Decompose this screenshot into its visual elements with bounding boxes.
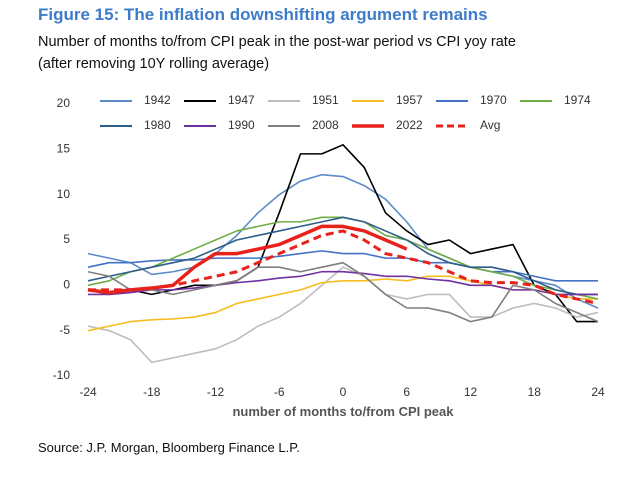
legend-label: 1947 — [228, 93, 255, 107]
legend-label: 1957 — [396, 93, 423, 107]
x-tick-label: 6 — [403, 385, 410, 399]
legend-label: 1942 — [144, 93, 171, 107]
legend-label: 1980 — [144, 118, 171, 132]
x-tick-label: 0 — [340, 385, 347, 399]
legend-label: Avg — [480, 118, 500, 132]
y-tick-label: -10 — [53, 368, 71, 382]
x-tick-label: -18 — [143, 385, 161, 399]
x-axis-label: number of months to/from CPI peak — [232, 404, 454, 419]
series-line — [87, 216, 598, 296]
x-tick-label: -12 — [207, 385, 225, 399]
legend-label: 1951 — [312, 93, 339, 107]
legend-label: 1970 — [480, 93, 507, 107]
x-tick-label: -24 — [79, 385, 97, 399]
legend-label: 1990 — [228, 118, 255, 132]
y-tick-label: 0 — [63, 278, 70, 292]
series-line — [88, 270, 598, 296]
series-line — [87, 144, 598, 323]
x-tick-label: -6 — [274, 385, 285, 399]
chart-subtitle: Number of months to/from CPI peak in the… — [38, 34, 516, 50]
y-tick-label: 15 — [57, 142, 71, 156]
legend-label: 1974 — [564, 93, 591, 107]
series-line — [87, 261, 599, 323]
chart-title: Figure 15: The inflation downshifting ar… — [38, 5, 488, 24]
x-tick-label: 18 — [528, 385, 542, 399]
legend-label: 2008 — [312, 118, 339, 132]
series-line — [87, 224, 408, 295]
x-tick-label: 12 — [464, 385, 478, 399]
series-line — [87, 275, 598, 332]
chart-subtitle: (after removing 10Y rolling average) — [38, 56, 269, 72]
x-tick-label: 24 — [591, 385, 605, 399]
series-line — [87, 266, 599, 364]
y-tick-label: 10 — [57, 187, 71, 201]
source: Source: J.P. Morgan, Bloomberg Finance L… — [38, 440, 300, 455]
y-tick-label: 20 — [57, 96, 71, 110]
series-line — [88, 229, 599, 305]
series-line — [87, 250, 598, 282]
y-tick-label: -5 — [59, 323, 70, 337]
y-tick-label: 5 — [63, 232, 70, 246]
legend-label: 2022 — [396, 118, 423, 132]
